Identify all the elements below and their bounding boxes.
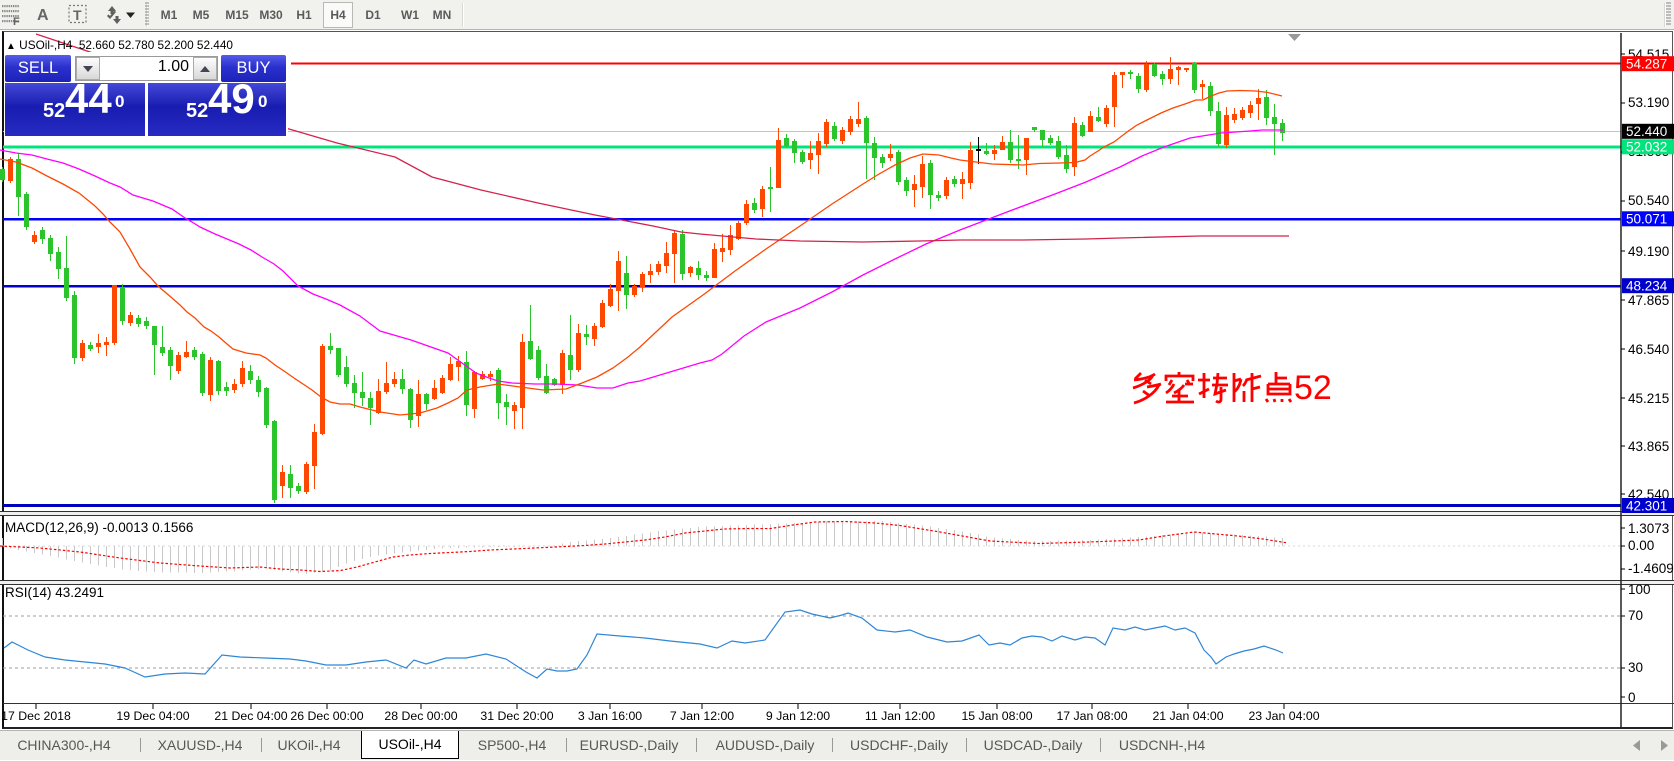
svg-text:A: A: [37, 7, 49, 24]
svg-text:49.190: 49.190: [1628, 244, 1669, 259]
svg-text:52.440: 52.440: [1626, 124, 1667, 139]
svg-text:28 Dec 00:00: 28 Dec 00:00: [384, 709, 457, 723]
svg-text:3 Jan 16:00: 3 Jan 16:00: [578, 709, 642, 723]
svg-text:21 Jan 04:00: 21 Jan 04:00: [1152, 709, 1223, 723]
svg-text:46.540: 46.540: [1628, 342, 1669, 357]
svg-text:1.3073: 1.3073: [1628, 521, 1669, 536]
svg-text:19 Dec 04:00: 19 Dec 04:00: [116, 709, 189, 723]
svg-text:-1.4609: -1.4609: [1628, 561, 1674, 576]
svg-text:17 Jan 08:00: 17 Jan 08:00: [1056, 709, 1127, 723]
svg-text:52.032: 52.032: [1626, 140, 1667, 155]
svg-text:31 Dec 20:00: 31 Dec 20:00: [480, 709, 553, 723]
svg-text:F: F: [13, 16, 20, 28]
svg-text:42.301: 42.301: [1626, 498, 1667, 513]
svg-text:0: 0: [1628, 690, 1636, 705]
svg-text:43.865: 43.865: [1628, 439, 1669, 454]
svg-text:52: 52: [1294, 369, 1332, 407]
svg-text:T: T: [73, 7, 82, 23]
svg-text:11 Jan 12:00: 11 Jan 12:00: [865, 709, 935, 723]
svg-text:50.071: 50.071: [1626, 212, 1667, 227]
svg-text:21 Dec 04:00: 21 Dec 04:00: [214, 709, 287, 723]
svg-text:54.287: 54.287: [1626, 57, 1667, 72]
svg-text:23 Jan 04:00: 23 Jan 04:00: [1248, 709, 1319, 723]
svg-text:53.190: 53.190: [1628, 95, 1669, 110]
svg-text:MACD(12,26,9) -0.0013 0.1566: MACD(12,26,9) -0.0013 0.1566: [5, 520, 193, 535]
svg-text:9 Jan 12:00: 9 Jan 12:00: [766, 709, 830, 723]
svg-text:7 Jan 12:00: 7 Jan 12:00: [670, 709, 734, 723]
svg-text:15 Jan 08:00: 15 Jan 08:00: [961, 709, 1032, 723]
svg-text:50.540: 50.540: [1628, 193, 1669, 208]
svg-text:70: 70: [1628, 608, 1643, 623]
svg-text:100: 100: [1628, 582, 1651, 597]
svg-text:17 Dec 2018: 17 Dec 2018: [1, 709, 71, 723]
svg-text:RSI(14) 43.2491: RSI(14) 43.2491: [5, 585, 104, 600]
svg-text:48.234: 48.234: [1626, 279, 1668, 294]
svg-text:0.00: 0.00: [1628, 538, 1654, 553]
svg-text:45.215: 45.215: [1628, 391, 1669, 406]
svg-text:30: 30: [1628, 660, 1643, 675]
svg-text:47.865: 47.865: [1628, 293, 1669, 308]
svg-text:26 Dec 00:00: 26 Dec 00:00: [290, 709, 363, 723]
